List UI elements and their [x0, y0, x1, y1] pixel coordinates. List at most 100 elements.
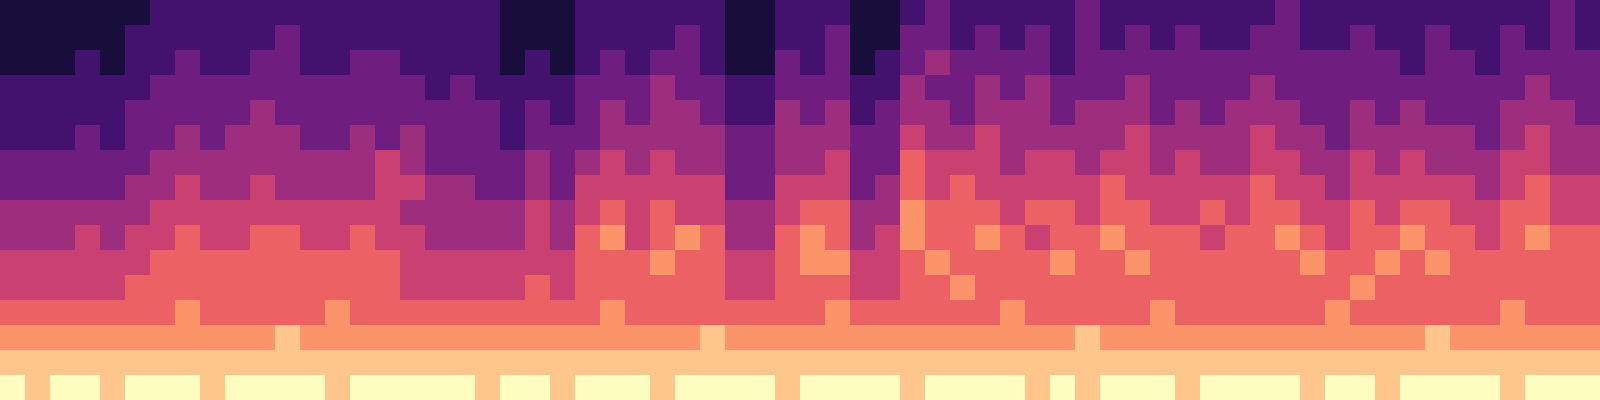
cell [825, 50, 851, 76]
cell [225, 75, 251, 101]
cell [875, 250, 901, 276]
cell [125, 300, 151, 326]
cell [750, 200, 776, 226]
cell [1400, 275, 1426, 301]
cell [775, 50, 801, 76]
cell [275, 175, 301, 201]
cell [925, 275, 951, 301]
cell [1225, 325, 1251, 351]
cell [725, 325, 751, 351]
cell [1000, 225, 1026, 251]
cell [1150, 0, 1176, 26]
cell [1150, 350, 1176, 376]
cell [1475, 275, 1501, 301]
cell [1075, 250, 1101, 276]
cell [800, 200, 826, 226]
cell [675, 150, 701, 176]
cell [1325, 50, 1351, 76]
cell [550, 300, 576, 326]
cell [725, 50, 751, 76]
cell [1575, 50, 1600, 76]
cell [975, 300, 1001, 326]
cell [1450, 50, 1476, 76]
cell [475, 350, 501, 376]
cell [600, 300, 626, 326]
cell [1125, 150, 1151, 176]
cell [325, 125, 351, 151]
cell [1325, 175, 1351, 201]
cell [1550, 75, 1576, 101]
cell [575, 350, 601, 376]
cell [500, 300, 526, 326]
cell [1200, 75, 1226, 101]
cell [1375, 150, 1401, 176]
cell [525, 225, 551, 251]
cell [1100, 150, 1126, 176]
cell [125, 175, 151, 201]
cell [1425, 275, 1451, 301]
cell [1500, 300, 1526, 326]
cell [125, 250, 151, 276]
cell [1550, 0, 1576, 26]
cell [50, 325, 76, 351]
cell [350, 225, 376, 251]
cell [150, 125, 176, 151]
cell [200, 0, 226, 26]
cell [125, 375, 151, 400]
cell [1200, 275, 1226, 301]
cell [850, 325, 876, 351]
cell [1200, 300, 1226, 326]
cell [525, 350, 551, 376]
cell [600, 225, 626, 251]
cell [1000, 275, 1026, 301]
cell [25, 275, 51, 301]
cell [1500, 0, 1526, 26]
cell [250, 150, 276, 176]
cell [100, 300, 126, 326]
cell [50, 25, 76, 51]
cell [600, 50, 626, 76]
cell [1375, 375, 1401, 400]
cell [625, 275, 651, 301]
cell [675, 125, 701, 151]
cell [150, 225, 176, 251]
cell [1425, 100, 1451, 126]
cell [75, 350, 101, 376]
cell [1300, 225, 1326, 251]
cell [900, 175, 926, 201]
cell [400, 100, 426, 126]
cell [1575, 125, 1600, 151]
cell [600, 0, 626, 26]
cell [925, 50, 951, 76]
cell [250, 250, 276, 276]
cell [1325, 375, 1351, 400]
cell [625, 0, 651, 26]
cell [825, 100, 851, 126]
cell [1125, 75, 1151, 101]
cell [575, 100, 601, 126]
cell [350, 175, 376, 201]
cell [550, 325, 576, 351]
cell [1175, 325, 1201, 351]
cell [50, 300, 76, 326]
cell [1275, 25, 1301, 51]
cell [1150, 125, 1176, 151]
cell [375, 25, 401, 51]
cell [750, 300, 776, 326]
cell [850, 375, 876, 400]
cell [1575, 0, 1600, 26]
cell [1100, 125, 1126, 151]
cell [1475, 375, 1501, 400]
cell [325, 150, 351, 176]
cell [1350, 175, 1376, 201]
cell [700, 100, 726, 126]
cell [150, 200, 176, 226]
cell [1525, 375, 1551, 400]
cell [1325, 200, 1351, 226]
cell [525, 25, 551, 51]
cell [1225, 300, 1251, 326]
cell [125, 25, 151, 51]
cell [1075, 275, 1101, 301]
cell [50, 150, 76, 176]
cell [625, 300, 651, 326]
